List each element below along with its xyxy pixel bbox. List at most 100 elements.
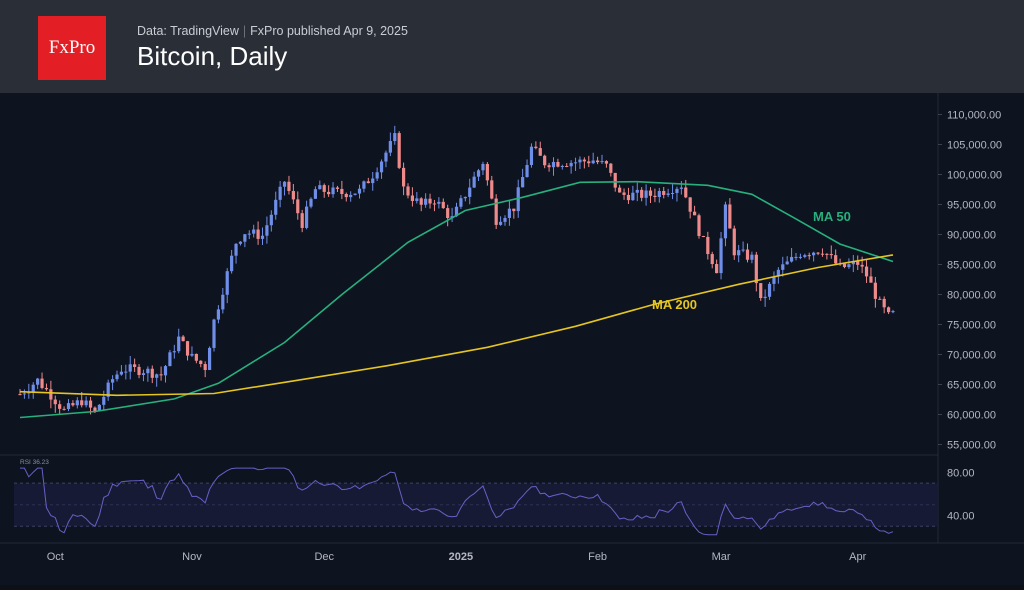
candle xyxy=(366,177,370,184)
candle xyxy=(640,187,644,202)
candle-body xyxy=(609,163,613,173)
x-tick-label: Dec xyxy=(314,551,334,563)
candle xyxy=(327,185,331,197)
candle xyxy=(767,282,772,300)
candle xyxy=(657,187,661,203)
candle-body xyxy=(155,374,159,378)
candle-body xyxy=(265,225,269,236)
candle xyxy=(481,161,485,175)
candle-body xyxy=(124,371,128,373)
candle-body xyxy=(600,161,604,163)
candle-body xyxy=(260,235,265,239)
candle xyxy=(737,244,741,263)
candle xyxy=(812,251,816,262)
y-tick-label: 95,000.00 xyxy=(947,200,996,212)
candle-body xyxy=(569,162,573,167)
candle xyxy=(181,335,185,342)
candle xyxy=(177,328,181,354)
candle xyxy=(58,400,62,414)
candle xyxy=(36,377,40,390)
candle xyxy=(331,182,335,198)
candle xyxy=(847,258,851,269)
x-tick-label: 2025 xyxy=(449,551,473,563)
candle xyxy=(393,125,397,145)
candle-body xyxy=(313,189,318,199)
candle xyxy=(155,373,159,387)
candle-body xyxy=(93,407,97,412)
candle xyxy=(349,191,353,202)
candle xyxy=(313,186,318,199)
candle-body xyxy=(864,266,869,277)
candle xyxy=(278,181,282,208)
candle-body xyxy=(221,294,225,310)
candle-body xyxy=(335,187,340,189)
candle-body xyxy=(750,254,754,260)
x-tick-label: Oct xyxy=(47,551,64,563)
candle xyxy=(750,251,754,264)
candle-body xyxy=(340,188,344,194)
candle-body xyxy=(66,403,71,410)
candle-body xyxy=(397,133,401,168)
fxpro-logo: FxPro xyxy=(38,16,106,80)
candle-body xyxy=(829,254,833,256)
candle-body xyxy=(820,253,825,255)
candle xyxy=(256,221,260,245)
candle xyxy=(573,157,578,171)
candle xyxy=(415,191,419,204)
candle xyxy=(22,389,27,399)
candle-body xyxy=(516,187,520,212)
candle-body xyxy=(688,197,692,212)
candle-body xyxy=(212,319,216,348)
candle xyxy=(763,289,767,307)
candle-body xyxy=(521,177,525,188)
candle xyxy=(878,296,882,300)
candle-body xyxy=(203,364,207,371)
candle xyxy=(274,191,278,220)
candle xyxy=(609,163,613,177)
candle-body xyxy=(388,141,392,153)
candle xyxy=(503,215,507,226)
candle-body xyxy=(146,368,150,374)
candle xyxy=(789,248,794,263)
candle xyxy=(163,364,168,383)
candle-body xyxy=(31,384,35,392)
candle xyxy=(692,205,697,216)
candle-body xyxy=(468,187,472,197)
candle xyxy=(759,283,763,301)
candle-body xyxy=(304,206,309,228)
candle xyxy=(124,364,128,380)
candle xyxy=(825,253,829,260)
candle-body xyxy=(666,193,670,195)
candle xyxy=(600,154,604,164)
candle-body xyxy=(534,146,538,149)
candle-body xyxy=(119,371,124,375)
candle xyxy=(507,200,512,226)
y-tick-label: 105,000.00 xyxy=(947,140,1002,152)
candle xyxy=(265,216,269,244)
candle-body xyxy=(675,188,679,193)
candle xyxy=(772,271,776,292)
candle xyxy=(150,365,154,384)
candle xyxy=(886,306,891,315)
candle xyxy=(679,181,683,195)
candle xyxy=(719,231,723,280)
candle xyxy=(344,192,348,202)
candle xyxy=(569,160,573,174)
candle xyxy=(829,245,833,259)
x-tick-label: Feb xyxy=(588,551,607,563)
candle-body xyxy=(327,191,331,195)
candle xyxy=(891,309,895,314)
candle xyxy=(437,197,441,209)
candle xyxy=(384,150,388,168)
candle xyxy=(401,162,406,196)
candle-body xyxy=(476,170,481,177)
candle-body xyxy=(318,185,322,190)
candle-body xyxy=(551,161,556,168)
candle xyxy=(512,208,516,219)
candle-body xyxy=(776,269,780,277)
candle xyxy=(715,259,719,274)
chart-meta: Data: TradingView | FxPro published Apr 9,… xyxy=(137,24,408,38)
candle-body xyxy=(781,264,785,270)
candle-body xyxy=(349,194,353,198)
candle-body xyxy=(578,159,582,163)
